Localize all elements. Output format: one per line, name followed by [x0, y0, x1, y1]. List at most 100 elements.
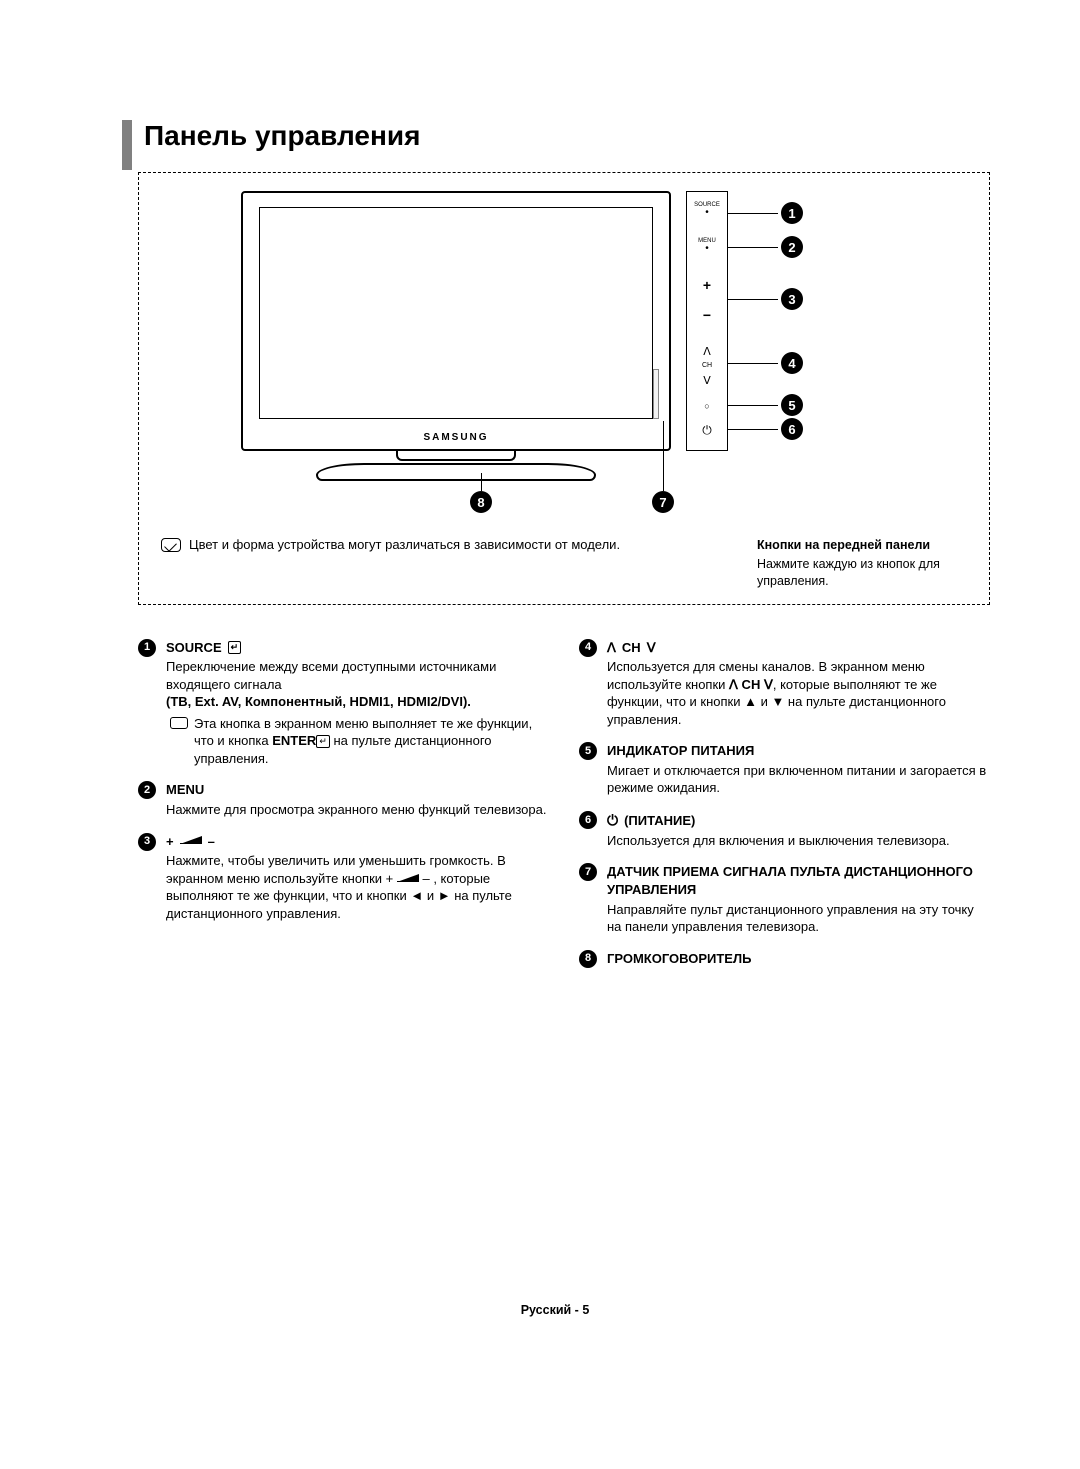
panel-vol-minus-icon: − [687, 308, 727, 322]
panel-ch-label: CH [687, 362, 727, 369]
item-number: 8 [579, 950, 597, 968]
tv-ir-window [653, 369, 659, 419]
item-body: + – Нажмите, чтобы увеличить или уменьши… [166, 833, 549, 923]
callout-5: 5 [781, 394, 803, 416]
panel-led-icon: ○ [687, 402, 727, 411]
item-number: 5 [579, 742, 597, 760]
item-body: ⏻ (ПИТАНИЕ) Используется для включения и… [607, 811, 990, 849]
callout-line [728, 213, 778, 214]
note-right-title: Кнопки на передней панели [757, 537, 967, 554]
item-8: 8 ГРОМКОГОВОРИТЕЛЬ [579, 950, 990, 970]
enter-icon: ↵ [316, 735, 330, 748]
sub-note-text: Эта кнопка в экранном меню выполняет те … [194, 715, 549, 768]
item-body: ИНДИКАТОР ПИТАНИЯ Мигает и отключается п… [607, 742, 990, 797]
chevron-down-icon: ᐯ [647, 639, 656, 657]
callout-2: 2 [781, 236, 803, 258]
item-number: 1 [138, 639, 156, 657]
callout-7: 7 [652, 491, 674, 513]
item-body: ᐱ CH ᐯ Используется для смены каналов. В… [607, 639, 990, 729]
panel-vol-plus-icon: + [687, 278, 727, 292]
chevron-down-icon: ᐯ [764, 677, 773, 692]
item-body: SOURCE ↵ Переключение между всеми доступ… [166, 639, 549, 768]
item-7: 7 ДАТЧИК ПРИЕМА СИГНАЛА ПУЛЬТА ДИСТАНЦИО… [579, 863, 990, 935]
page-footer: Русский - 5 [120, 1303, 990, 1317]
volume-icon [180, 837, 202, 845]
item-title: ИНДИКАТОР ПИТАНИЯ [607, 742, 990, 760]
callout-3: 3 [781, 288, 803, 310]
note-left-text: Цвет и форма устройства могут различатьс… [189, 537, 620, 552]
item-body: MENU Нажмите для просмотра экранного мен… [166, 781, 549, 818]
left-column: 1 SOURCE ↵ Переключение между всеми дост… [138, 639, 549, 984]
item-title: ДАТЧИК ПРИЕМА СИГНАЛА ПУЛЬТА ДИСТАНЦИОНН… [607, 863, 990, 898]
item-text: Нажмите, чтобы увеличить или уменьшить г… [166, 852, 549, 922]
description-columns: 1 SOURCE ↵ Переключение между всеми дост… [138, 639, 990, 984]
panel-ch-down-icon: ᐯ [687, 376, 727, 387]
section-accent-bar [122, 120, 132, 170]
item-text: Нажмите для просмотра экранного меню фун… [166, 801, 549, 819]
sub-note: Эта кнопка в экранном меню выполняет те … [166, 715, 549, 768]
tv-screen [259, 207, 653, 419]
note-icon [170, 717, 188, 729]
diagram-box: SAMSUNG SOURCE • MENU • + − ᐱ CH ᐯ [138, 172, 990, 605]
panel-ch-up-icon: ᐱ [687, 347, 727, 358]
item-title: SOURCE ↵ [166, 639, 549, 657]
volume-icon [397, 875, 419, 883]
item-title: MENU [166, 781, 549, 799]
item-6: 6 ⏻ (ПИТАНИЕ) Используется для включения… [579, 811, 990, 849]
item-number: 6 [579, 811, 597, 829]
diagram-area: SAMSUNG SOURCE • MENU • + − ᐱ CH ᐯ [161, 191, 967, 531]
item-2: 2 MENU Нажмите для просмотра экранного м… [138, 781, 549, 818]
manual-page: Панель управления SAMSUNG SOURCE • [0, 0, 1080, 1377]
callout-8: 8 [470, 491, 492, 513]
power-icon: ⏻ [607, 811, 618, 830]
note-right-body: Нажмите каждую из кнопок для управления. [757, 556, 967, 590]
item-5: 5 ИНДИКАТОР ПИТАНИЯ Мигает и отключается… [579, 742, 990, 797]
panel-source: SOURCE • [687, 202, 727, 218]
callout-line [728, 299, 778, 300]
item-text: Используется для включения и выключения … [607, 832, 990, 850]
panel-power-icon: ⏻ [687, 424, 727, 436]
note-left: Цвет и форма устройства могут различатьс… [161, 537, 717, 552]
item-number: 4 [579, 639, 597, 657]
panel-dot-icon: • [687, 208, 727, 218]
item-text: Используется для смены каналов. В экранн… [607, 658, 990, 728]
item-text: Переключение между всеми доступными исто… [166, 658, 549, 693]
chevron-up-icon: ᐱ [729, 677, 738, 692]
item-1: 1 SOURCE ↵ Переключение между всеми дост… [138, 639, 549, 768]
callout-6: 6 [781, 418, 803, 440]
panel-dot-icon: • [687, 244, 727, 254]
chevron-up-icon: ᐱ [607, 639, 616, 657]
tv-logo: SAMSUNG [243, 432, 669, 443]
callout-line [728, 429, 778, 430]
tv-frame: SAMSUNG [241, 191, 671, 451]
callout-4: 4 [781, 352, 803, 374]
enter-icon: ↵ [228, 641, 242, 654]
tv-illustration: SAMSUNG [241, 191, 671, 481]
callout-line [728, 363, 778, 364]
right-column: 4 ᐱ CH ᐯ Используется для смены каналов.… [579, 639, 990, 984]
callout-1: 1 [781, 202, 803, 224]
item-3: 3 + – Нажмите, чтобы увеличить или умень… [138, 833, 549, 923]
item-text: Мигает и отключается при включенном пита… [607, 762, 990, 797]
callout-line [481, 473, 482, 491]
item-title: + – [166, 833, 549, 851]
item-number: 2 [138, 781, 156, 799]
item-text: Направляйте пульт дистанционного управле… [607, 901, 990, 936]
callout-line [663, 421, 664, 491]
control-panel: SOURCE • MENU • + − ᐱ CH ᐯ ○ ⏻ [686, 191, 728, 451]
item-title: ГРОМКОГОВОРИТЕЛЬ [607, 950, 990, 968]
item-title: ⏻ (ПИТАНИЕ) [607, 811, 990, 830]
note-right: Кнопки на передней панели Нажмите каждую… [757, 537, 967, 590]
panel-menu: MENU • [687, 238, 727, 254]
diagram-notes: Цвет и форма устройства могут различатьс… [161, 537, 967, 590]
tv-stand-base [316, 463, 596, 481]
item-body: ДАТЧИК ПРИЕМА СИГНАЛА ПУЛЬТА ДИСТАНЦИОНН… [607, 863, 990, 935]
callout-line [728, 247, 778, 248]
item-body: ГРОМКОГОВОРИТЕЛЬ [607, 950, 990, 970]
item-number: 7 [579, 863, 597, 881]
item-number: 3 [138, 833, 156, 851]
item-bold-line: (ТВ, Ext. AV, Компонентный, HDMI1, HDMI2… [166, 693, 549, 711]
page-title: Панель управления [144, 120, 990, 152]
callout-line [728, 405, 778, 406]
item-title: ᐱ CH ᐯ [607, 639, 990, 657]
